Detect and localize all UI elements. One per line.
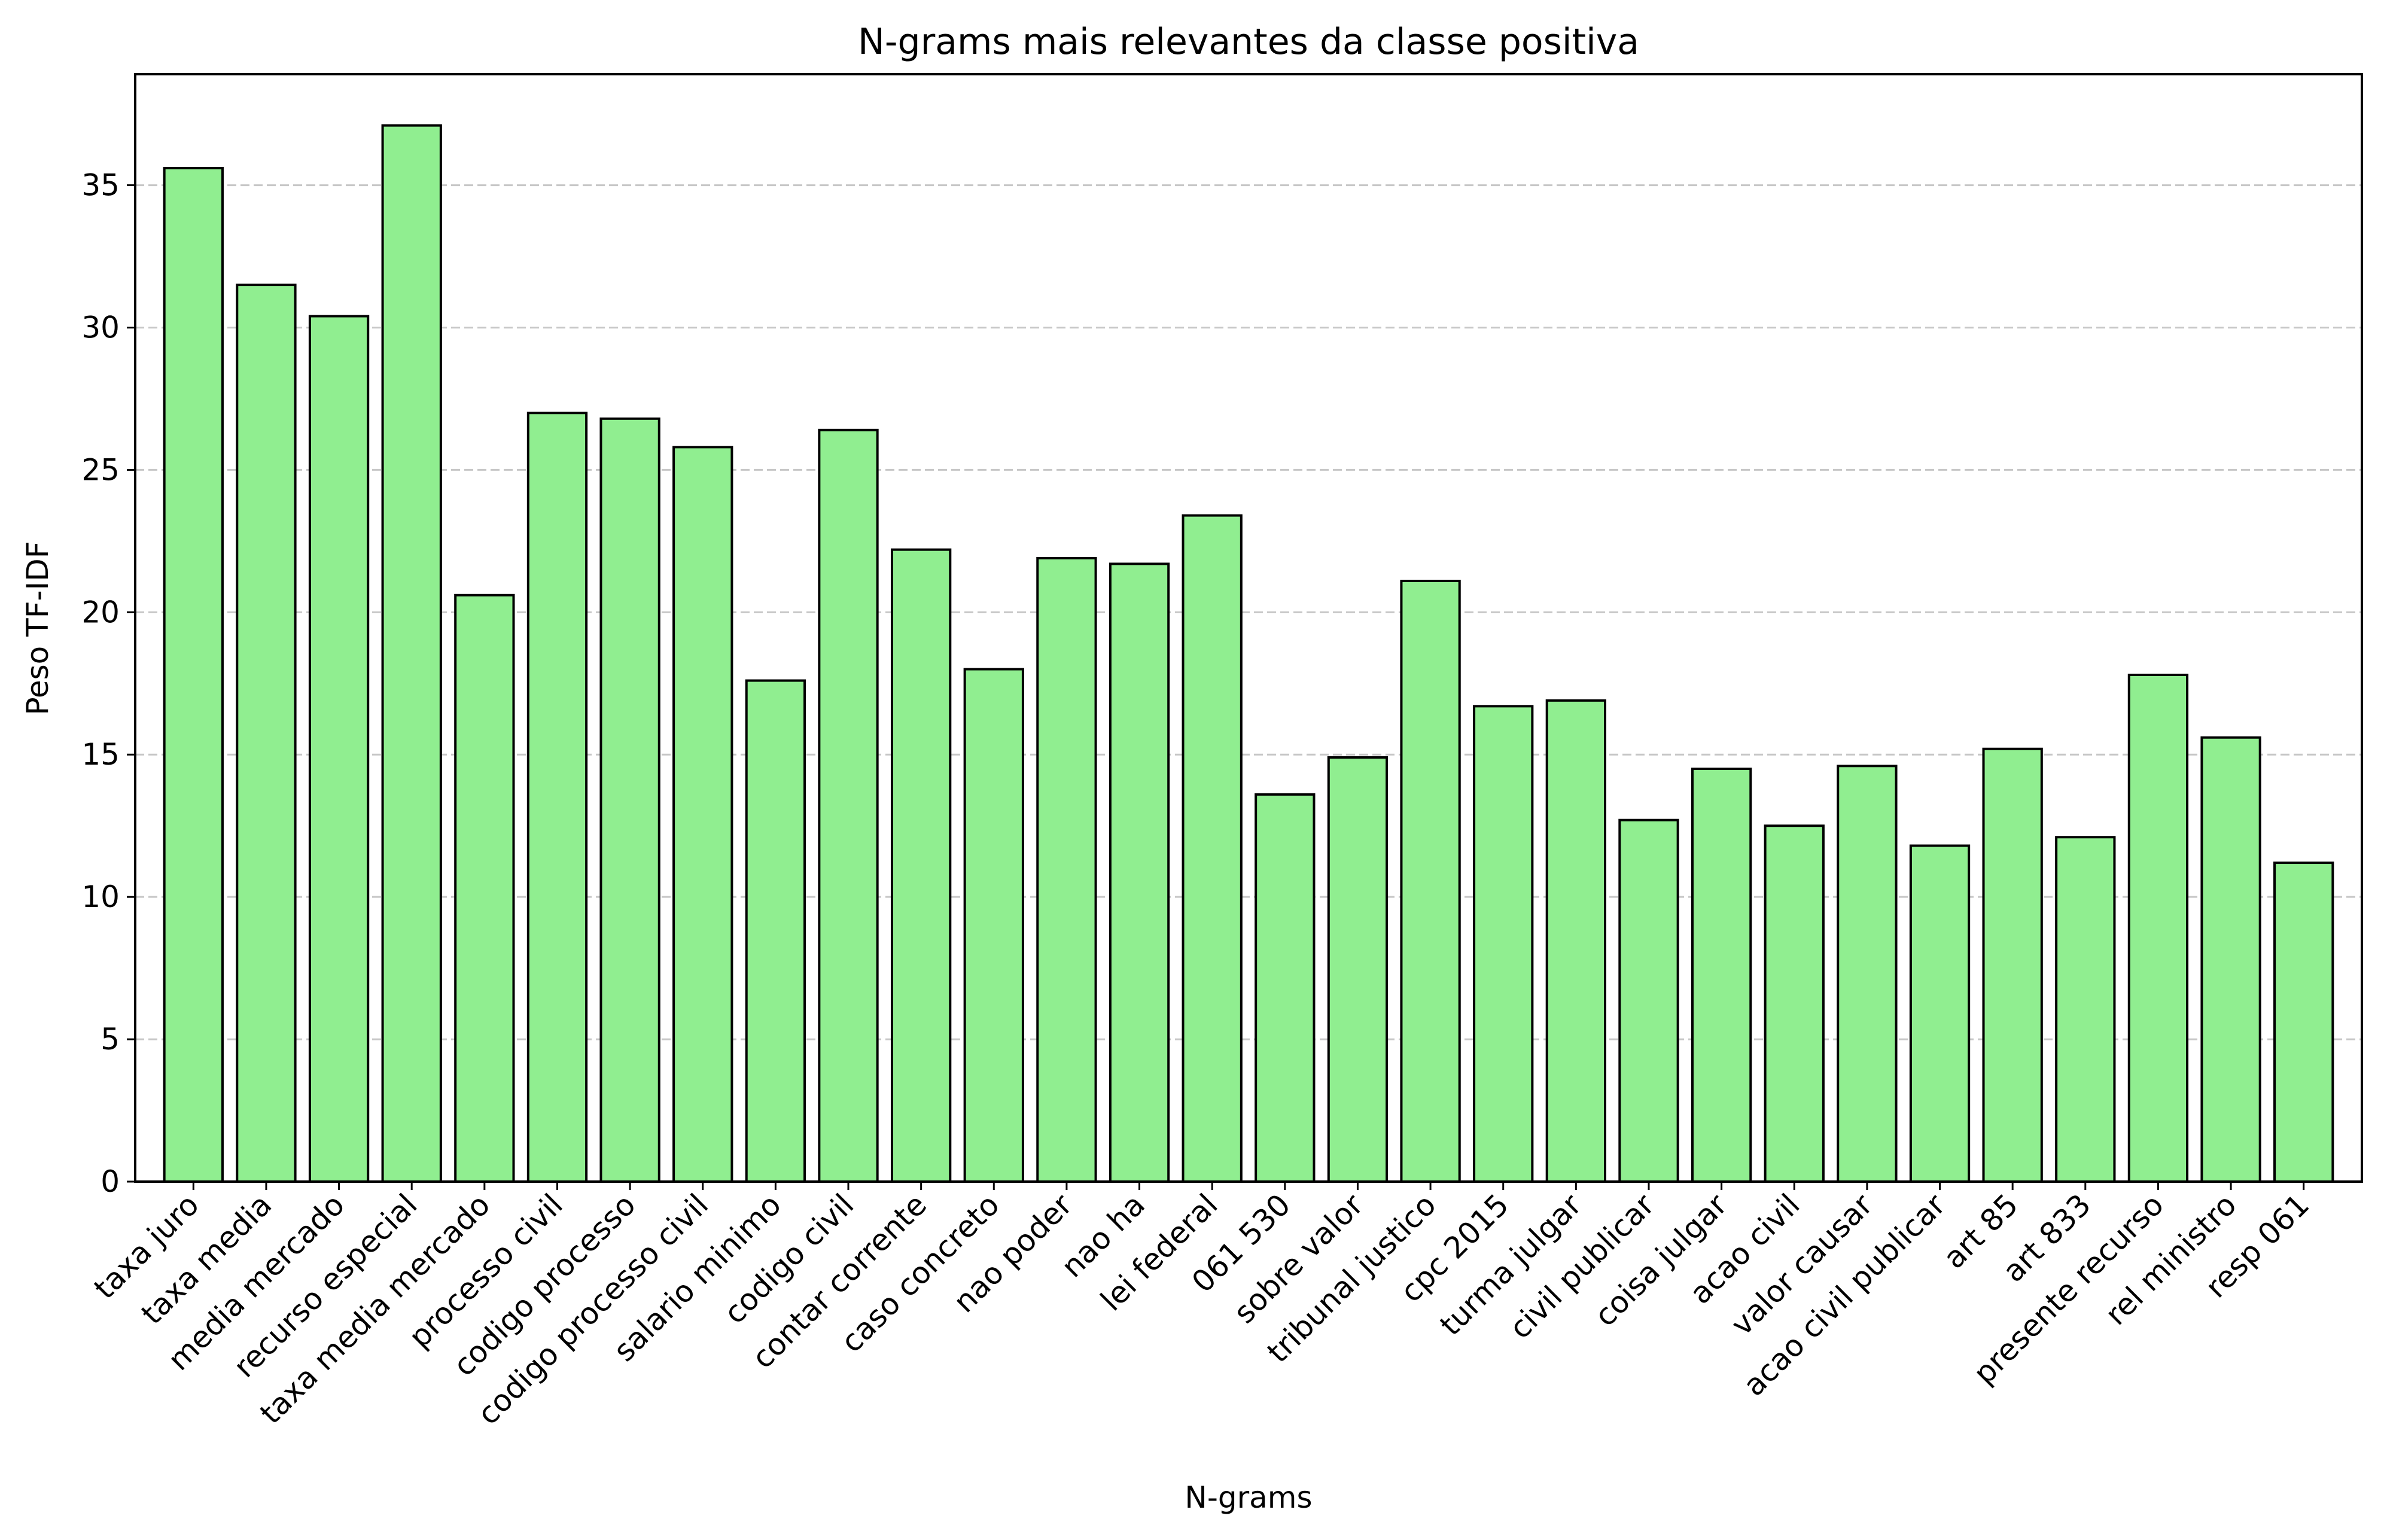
bar-codigo-processo-civil (672, 446, 733, 1183)
bar-tribunal-justico (1400, 579, 1461, 1183)
bar-presente-recurso (2127, 674, 2189, 1183)
y-tick-label: 15 (81, 737, 120, 772)
bar-codigo-civil (818, 428, 879, 1183)
bar-sobre-valor (1327, 756, 1389, 1183)
y-tick-label: 25 (81, 452, 120, 487)
bar-turma-julgar (1545, 699, 1607, 1183)
bar-taxa-media-mercado (454, 594, 515, 1183)
y-tick-label: 0 (101, 1164, 120, 1199)
bar-resp-061 (2273, 862, 2334, 1183)
bar-rel-ministro (2200, 736, 2261, 1183)
y-tick-label: 35 (81, 168, 120, 203)
axes-frame (134, 73, 2363, 1183)
y-tick-label: 20 (81, 595, 120, 629)
bar-lei-federal (1182, 514, 1243, 1183)
bar-nao-ha (1109, 562, 1170, 1183)
bar-art-833 (2055, 836, 2116, 1183)
bar-coisa-julgar (1691, 768, 1752, 1183)
y-tick-label: 10 (81, 879, 120, 914)
bar-contar-corrente (890, 548, 952, 1183)
bar-acao-civil (1764, 824, 1825, 1183)
bar-cpc-2015 (1473, 705, 1534, 1183)
bar-media-mercado (308, 315, 370, 1183)
bar-taxa-juro (163, 167, 224, 1183)
bar-art-85 (1982, 747, 2043, 1183)
bar-valor-causar (1837, 765, 1898, 1183)
bar-acao-civil-publicar (1909, 844, 1971, 1183)
bar-codigo-processo (599, 417, 660, 1183)
bar-processo-civil (526, 412, 588, 1183)
y-tick-label: 5 (101, 1022, 120, 1057)
y-tick-label: 30 (81, 310, 120, 345)
bar-salario-minimo (745, 679, 806, 1183)
x-axis-label: N-grams (1185, 1480, 1312, 1515)
bar-civil-publicar (1618, 818, 1679, 1183)
chart-title: N-grams mais relevantes da classe positi… (858, 21, 1639, 63)
bar-taxa-media (236, 284, 297, 1183)
bar-caso-concreto (963, 668, 1024, 1183)
y-axis-ticks: 0 5 10 15 20 25 30 35 (81, 168, 135, 1199)
y-axis-label: Peso TF-IDF (20, 541, 55, 715)
bars (163, 124, 2334, 1183)
bar-recurso-especial (381, 124, 442, 1183)
bar-061-530 (1255, 793, 1316, 1183)
bar-nao-poder (1036, 556, 1097, 1183)
